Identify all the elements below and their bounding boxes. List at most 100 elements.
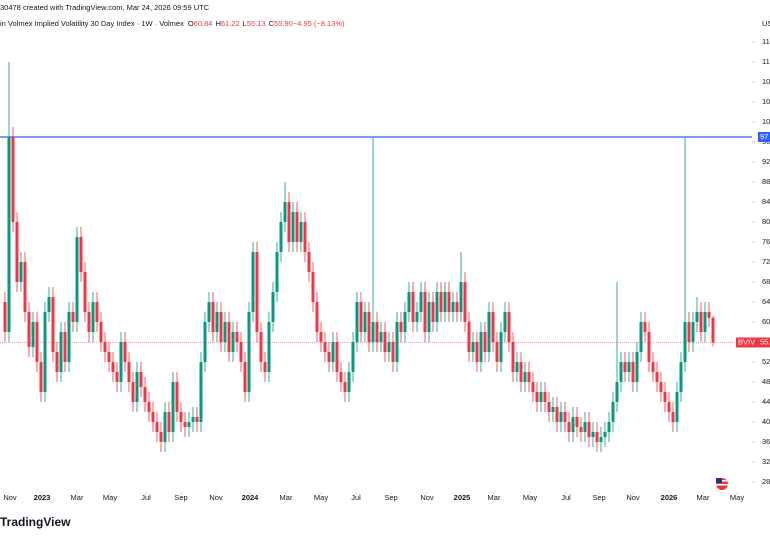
x-tick-label: May — [103, 493, 117, 502]
candle-body — [387, 342, 391, 352]
y-tick-label: 40 — [762, 417, 770, 426]
candle-body — [23, 262, 27, 312]
x-tick-label: Sep — [174, 493, 187, 502]
candle-body — [11, 137, 15, 222]
y-tick-label: 48 — [762, 377, 770, 386]
candle-body — [375, 322, 379, 342]
candle-body — [683, 322, 687, 362]
candle-body — [207, 302, 211, 322]
candle-body — [311, 272, 315, 302]
candle-body — [455, 302, 459, 312]
candle-body — [695, 312, 699, 322]
candle-body — [539, 392, 543, 402]
x-tick-label: 2024 — [242, 493, 260, 502]
y-tick-label: 100 — [762, 117, 770, 126]
candle-body — [379, 332, 383, 342]
candle-body — [47, 297, 51, 312]
ohlc-value: 55.90 — [274, 19, 293, 28]
y-tick-label: 32 — [762, 457, 770, 466]
candle-body — [303, 222, 307, 252]
x-tick-label: Mar — [71, 493, 84, 502]
y-tick-label: 76 — [762, 237, 770, 246]
candle-body — [331, 342, 335, 362]
x-tick-label: Sep — [592, 493, 605, 502]
candle-body — [27, 312, 31, 347]
candle-body — [423, 292, 427, 332]
ticker-label: BVIV — [738, 337, 755, 346]
candle-body — [631, 362, 635, 382]
candle-body — [19, 262, 23, 282]
candle-body — [43, 312, 47, 392]
candle-body — [83, 272, 87, 312]
candle-body — [515, 362, 519, 372]
candle-body — [219, 312, 223, 342]
last-price-box — [758, 337, 770, 348]
candle-body — [479, 332, 483, 362]
candle-body — [111, 362, 115, 372]
candle-body — [415, 312, 419, 322]
candle-body — [39, 362, 43, 392]
candle-body — [587, 422, 591, 437]
candle-body — [567, 422, 571, 432]
candle-body — [51, 297, 55, 352]
last-price-label: 55.90 — [760, 337, 770, 346]
y-tick-label: 112 — [762, 57, 770, 66]
candle-body — [87, 312, 91, 332]
candle-body — [355, 302, 359, 342]
candle-body — [391, 342, 395, 362]
candle-body — [447, 292, 451, 312]
candle-body — [175, 382, 179, 412]
candle-body — [431, 302, 435, 322]
candle-body — [491, 312, 495, 342]
candle-body — [551, 407, 555, 412]
x-tick-label: Nov — [420, 493, 434, 502]
candle-body — [647, 332, 651, 362]
candle-body — [59, 332, 63, 372]
candle-body — [535, 392, 539, 402]
candle-body — [179, 412, 183, 422]
currency: USD — [762, 19, 770, 28]
candle-body — [523, 372, 527, 382]
candle-body — [335, 342, 339, 372]
candle-body — [167, 412, 171, 432]
y-tick-label: 44 — [762, 397, 770, 406]
ohlc-value: 61.22 — [221, 19, 240, 28]
candle-body — [163, 412, 167, 442]
y-tick-label: 80 — [762, 217, 770, 226]
ticker-box — [736, 337, 758, 348]
candle-body — [687, 322, 691, 342]
candle-body — [139, 372, 143, 387]
y-tick-label: 84 — [762, 197, 770, 206]
candle-body — [495, 342, 499, 362]
ohlc-value: 60.84 — [194, 19, 213, 28]
x-tick-label: 2025 — [454, 493, 471, 502]
y-tick-label: 60 — [762, 317, 770, 326]
candle-body — [263, 362, 267, 372]
candle-body — [635, 352, 639, 382]
x-tick-label: 2023 — [34, 493, 51, 502]
created-note: 30478 created with TradingView.com, Mar … — [0, 3, 210, 12]
candle-body — [611, 402, 615, 422]
candle-body — [555, 407, 559, 422]
candle-body — [663, 392, 667, 402]
candle-body — [579, 427, 583, 432]
candle-body — [315, 302, 319, 332]
hline-label: 97 — [760, 132, 768, 141]
candle-body — [487, 312, 491, 352]
candle-body — [147, 402, 151, 412]
candle-body — [591, 432, 595, 437]
candle-body — [595, 432, 599, 442]
candle-body — [599, 437, 603, 442]
x-tick-label: Mar — [488, 493, 501, 502]
candle-body — [183, 422, 187, 427]
x-tick-label: Nov — [3, 493, 17, 502]
candle-body — [135, 372, 139, 402]
candle-body — [159, 432, 163, 442]
candle-body — [75, 237, 79, 322]
candle-body — [575, 417, 579, 427]
candle-body — [459, 282, 463, 312]
x-tick-label: Jul — [351, 493, 361, 502]
candle-body — [659, 382, 663, 392]
candle-body — [15, 222, 19, 282]
